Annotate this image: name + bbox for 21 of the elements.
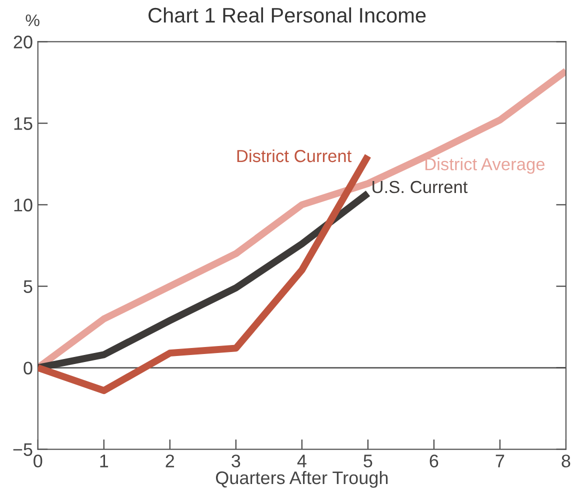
y-tick-label: −5 — [13, 443, 32, 456]
x-tick-label: 0 — [34, 454, 42, 468]
x-tick-label: 4 — [297, 454, 306, 468]
series-label: U.S. Current — [372, 180, 468, 194]
y-tick-label: 15 — [14, 117, 32, 130]
chart-title: Chart 1 Real Personal Income — [148, 7, 426, 23]
y-tick-label: 10 — [14, 198, 32, 212]
x-tick-label: 8 — [562, 454, 570, 468]
y-tick-label: 20 — [14, 36, 32, 48]
x-tick-label: 3 — [232, 454, 240, 468]
series-label: District Average — [425, 158, 545, 174]
y-tick-label: 0 — [24, 362, 32, 374]
x-tick-label: 5 — [364, 454, 372, 468]
x-tick-label: 1 — [100, 454, 108, 468]
x-tick-label: 7 — [496, 454, 504, 468]
x-tick-label: 2 — [166, 454, 174, 468]
x-tick-label: 6 — [430, 454, 438, 468]
series-label: District Current — [237, 149, 352, 162]
x-axis-title: Quarters After Trough — [216, 470, 388, 488]
y-tick-label: 5 — [24, 280, 32, 293]
y-axis-title: % — [26, 14, 40, 26]
